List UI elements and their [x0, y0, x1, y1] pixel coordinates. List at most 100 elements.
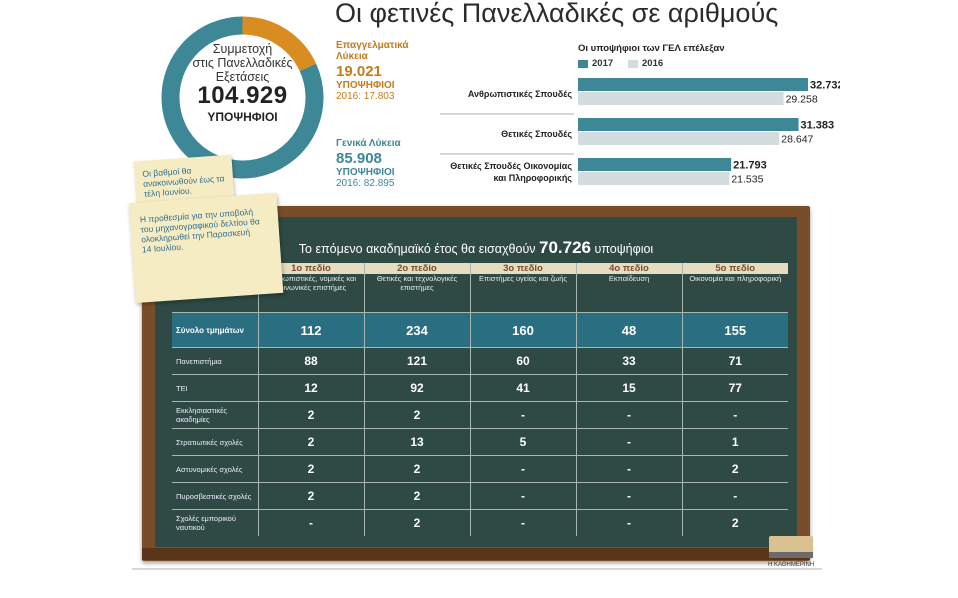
- publisher-credit: Η ΚΑΘΗΜΕΡΙΝΗ: [768, 562, 815, 568]
- row-label: Πανεπιστήμια: [172, 347, 259, 375]
- table-cell: -: [470, 401, 577, 429]
- donut-label-line: Εξετάσεις: [215, 70, 270, 84]
- bar-2017: [578, 158, 732, 171]
- legend-label: 2017: [592, 58, 614, 69]
- table-cell: 1: [682, 428, 788, 456]
- table-cell: -: [682, 482, 788, 510]
- segment-name: Επαγγελματικά: [336, 40, 409, 51]
- segment-prev-year: 2016: 17.803: [336, 91, 395, 102]
- admissions-table: 1ο πεδίο 2ο πεδίο 3ο πεδίο 4ο πεδίο 5ο πεδίο…: [172, 263, 788, 536]
- table-row: Πυροσβεστικές σχολές 2 2- - -: [172, 482, 788, 510]
- table-cell: -: [682, 401, 788, 429]
- donut-total: 104.929: [197, 82, 288, 109]
- field-header: 1ο πεδίο: [258, 263, 365, 274]
- bar-chart-title: Οι υποψήφιοι των ΓΕΛ επέλεξαν: [578, 43, 725, 54]
- table-cell: 2: [258, 482, 365, 510]
- donut-label: Συμμετοχή στις Πανελλαδικές Εξετάσεις: [155, 42, 330, 84]
- legend-swatch: [578, 59, 588, 68]
- table-cell: -: [576, 428, 683, 456]
- table-cell: -: [470, 482, 577, 510]
- table-cell: 2: [364, 455, 471, 483]
- table-cell: 15: [576, 374, 683, 402]
- chalk-ledge: [142, 548, 810, 560]
- bar-2016: [578, 172, 730, 185]
- table-cell: 92: [364, 374, 471, 402]
- field-description: Εκπαίδευση: [576, 274, 683, 313]
- table-cell: 60: [470, 347, 577, 375]
- page-title: Οι φετινές Πανελλαδικές σε αριθμούς: [335, 0, 779, 28]
- table-cell: 2: [258, 455, 365, 483]
- donut-label-line: Συμμετοχή: [212, 42, 273, 56]
- table-cell: -: [576, 455, 683, 483]
- floor-line: [132, 568, 822, 570]
- board-title-suffix: υποψήφιοι: [594, 242, 654, 256]
- table-row: Στρατιωτικές σχολές 2 13 5-1: [172, 428, 788, 456]
- table-cell: 2: [731, 516, 739, 530]
- bar-chart: Ανθρωπιστικές Σπουδές 32.732 29.258 Θετικές…: [440, 78, 840, 186]
- bar-value-label: 29.258: [786, 94, 818, 106]
- field-header: 3ο πεδίο: [470, 263, 577, 274]
- field-header: 5ο πεδίο: [682, 263, 788, 274]
- bar-value-label: 21.793: [733, 160, 767, 172]
- category-label: και Πληροφορικής: [493, 173, 572, 183]
- table-cell: 13: [364, 428, 471, 456]
- field-header: 2ο πεδίο: [364, 263, 471, 274]
- bar-value-label: 21.535: [731, 174, 763, 186]
- bar-2017: [578, 78, 808, 91]
- field-description: Επιστήμες υγείας και ζωής: [470, 274, 577, 313]
- table-cell: -: [470, 509, 577, 536]
- board-title-number: 70.726: [539, 238, 592, 257]
- row-label: ΤΕΙ: [172, 374, 259, 402]
- segment-prev-year: 2016: 82.895: [336, 178, 395, 189]
- bar-value-label: 31.383: [801, 120, 835, 132]
- segment-name: Λύκεια: [336, 51, 368, 62]
- donut-unit: ΥΠΟΨΗΦΙΟΙ: [207, 110, 278, 124]
- table-cell: -: [470, 455, 577, 483]
- table-cell: 160: [470, 312, 577, 348]
- category-label: Ανθρωπιστικές Σπουδές: [468, 89, 572, 99]
- table-cell: -: [576, 401, 683, 429]
- bar-2017: [578, 118, 799, 131]
- table-cell: -: [576, 509, 683, 536]
- table-cell: 12: [258, 374, 365, 402]
- row-label: Στρατιωτικές σχολές: [172, 428, 259, 456]
- table-row: Σχολές εμπορικού ναυτικού -2- -2: [172, 509, 788, 536]
- legend-label: 2016: [642, 58, 664, 69]
- table-cell: 5: [470, 428, 577, 456]
- table-row: Αστυνομικές σχολές 2 2- -2: [172, 455, 788, 483]
- segment-name: Γενικά Λύκεια: [336, 138, 401, 149]
- table-cell: 121: [364, 347, 471, 375]
- table-cell: 41: [470, 374, 577, 402]
- sticky-note-deadline: Η προθεσμία για την υποβολή του μηχανογρ…: [128, 192, 284, 304]
- table-row: ΤΕΙ 12 92 41 15 77: [172, 374, 788, 402]
- field-header-row: 1ο πεδίο 2ο πεδίο 3ο πεδίο 4ο πεδίο 5ο πεδίο: [172, 263, 788, 274]
- legend-2017: 2017: [578, 58, 613, 69]
- segment-unit: ΥΠΟΨΗΦΙΟΙ: [336, 80, 395, 91]
- table-cell: 77: [682, 374, 788, 402]
- row-label: Αστυνομικές σχολές: [172, 455, 259, 483]
- bar-2016: [578, 132, 780, 145]
- eraser-base: [769, 552, 813, 558]
- table-cell: -: [258, 509, 365, 536]
- category-label: Θετικές Σπουδές: [501, 129, 572, 139]
- table-row: Σύνολο τμημάτων 112 234 160 48 155: [172, 312, 788, 348]
- table-cell: 88: [258, 347, 365, 375]
- segment-value: 19.021: [336, 63, 382, 80]
- note-text: Οι βαθμοί θα ανακοινωθούν έως τα τέλη Ιο…: [142, 165, 225, 199]
- row-label: Σχολές εμπορικού ναυτικού: [172, 509, 259, 536]
- table-cell: 2: [682, 455, 788, 483]
- board-title-prefix: Το επόμενο ακαδημαϊκό έτος θα εισαχθούν: [298, 242, 536, 256]
- field-description: Θετικές και τεχνολογικές επιστήμες: [364, 274, 471, 313]
- table-cell: 2: [364, 509, 471, 536]
- table-row: Εκκλησιαστικές ακαδημίες 2 2- - -: [172, 401, 788, 429]
- table-cell: 2: [258, 428, 365, 456]
- table-cell: 2: [364, 401, 471, 429]
- field-header: 4ο πεδίο: [576, 263, 683, 274]
- bar-value-label: 32.732: [810, 80, 840, 92]
- donut-label-line: στις Πανελλαδικές: [192, 56, 293, 70]
- table-cell: -: [576, 482, 683, 510]
- category-label: Θετικές Σπουδές Οικονομίας: [450, 161, 572, 171]
- table-row: Πανεπιστήμια 88 121 60 33 71: [172, 347, 788, 375]
- segment-unit: ΥΠΟΨΗΦΙΟΙ: [336, 167, 395, 178]
- vocational-segment-label: Επαγγελματικά Λύκεια 19.021 ΥΠΟΨΗΦΙΟΙ 20…: [336, 40, 446, 103]
